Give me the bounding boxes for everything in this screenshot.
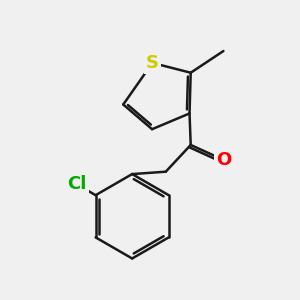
Text: S: S [146,54,159,72]
Text: Cl: Cl [68,176,87,194]
Text: O: O [216,151,231,169]
